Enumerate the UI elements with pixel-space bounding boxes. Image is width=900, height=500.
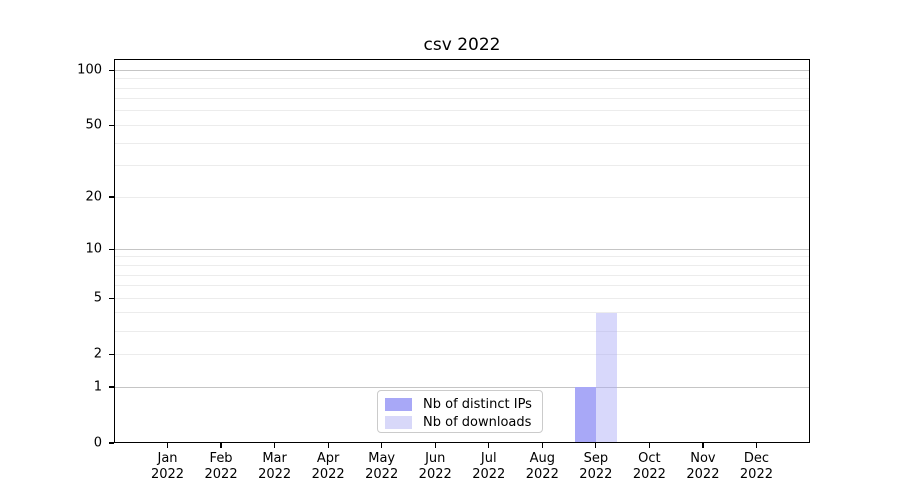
y-gridline-minor xyxy=(114,297,810,299)
y-gridline-minor xyxy=(114,165,810,167)
x-tick-label-year: 2022 xyxy=(739,467,773,482)
y-tick-label: 20 xyxy=(85,189,102,205)
x-tick-label-month: Jun xyxy=(425,451,446,466)
legend: Nb of distinct IPs Nb of downloads xyxy=(377,390,543,433)
x-tick-label-year: 2022 xyxy=(686,467,720,482)
x-tick xyxy=(166,443,169,448)
x-tick-label-year: 2022 xyxy=(258,467,292,482)
y-gridline-major xyxy=(114,386,810,388)
x-tick-label: Jun 2022 xyxy=(403,451,467,483)
x-tick-label-month: Jan xyxy=(157,451,178,466)
x-tick-label-month: Feb xyxy=(209,451,233,466)
x-tick-label-month: Oct xyxy=(638,451,661,466)
x-tick xyxy=(381,443,383,448)
y-tick xyxy=(109,248,114,250)
y-tick xyxy=(109,124,114,126)
y-tick xyxy=(109,297,114,299)
x-tick-label-month: Nov xyxy=(690,451,716,466)
x-tick-label: Nov 2022 xyxy=(671,451,735,483)
y-tick xyxy=(109,196,114,198)
x-tick-label-year: 2022 xyxy=(472,467,506,482)
y-tick xyxy=(109,386,114,388)
x-tick-label: Dec 2022 xyxy=(724,451,788,483)
plot-area: Nb of distinct IPs Nb of downloads xyxy=(114,59,810,443)
x-tick-label: May 2022 xyxy=(350,451,414,483)
x-tick-label-month: Apr xyxy=(316,451,340,466)
x-tick xyxy=(327,443,329,448)
y-gridline-minor xyxy=(114,196,810,198)
bar-nb-of-distinct-ips-sep-2022 xyxy=(574,387,596,443)
legend-item-distinct-ips: Nb of distinct IPs xyxy=(378,395,542,413)
x-tick-label: Jan 2022 xyxy=(136,451,200,483)
x-tick xyxy=(755,443,758,448)
x-tick-label: Oct 2022 xyxy=(617,451,681,483)
chart-title: csv 2022 xyxy=(423,35,501,55)
x-tick-label-month: Jul xyxy=(480,451,497,466)
y-gridline-minor xyxy=(114,142,810,144)
y-tick-label: 1 xyxy=(93,379,102,395)
x-tick-label: Feb 2022 xyxy=(189,451,253,483)
x-tick-label-month: Sep xyxy=(583,451,609,466)
y-tick xyxy=(109,353,114,355)
y-tick-label: 2 xyxy=(93,346,102,362)
y-tick-label: 10 xyxy=(85,241,102,257)
y-gridline-minor xyxy=(114,353,810,355)
legend-label-distinct-ips: Nb of distinct IPs xyxy=(423,396,532,412)
plot-frame xyxy=(114,59,810,443)
x-tick-label-year: 2022 xyxy=(204,467,238,482)
legend-item-downloads: Nb of downloads xyxy=(378,413,542,431)
y-gridline-minor xyxy=(114,285,810,287)
y-gridline-minor xyxy=(114,110,810,112)
x-tick-label: Apr 2022 xyxy=(296,451,360,483)
legend-label-downloads: Nb of downloads xyxy=(423,414,532,430)
x-tick-label-year: 2022 xyxy=(365,467,399,482)
y-gridline-minor xyxy=(114,256,810,258)
y-tick-label: 100 xyxy=(77,62,102,78)
x-tick-label: Aug 2022 xyxy=(510,451,574,483)
x-tick xyxy=(488,443,490,448)
y-gridline-minor xyxy=(114,78,810,80)
y-tick-label: 50 xyxy=(85,117,102,133)
x-tick-label-month: May xyxy=(368,451,396,466)
y-gridline-major xyxy=(114,248,810,250)
y-gridline-minor xyxy=(114,98,810,100)
x-tick-label-month: Aug xyxy=(529,451,555,466)
x-tick-label-year: 2022 xyxy=(150,467,185,482)
y-tick xyxy=(109,69,114,71)
bar-nb-of-downloads-sep-2022 xyxy=(595,312,617,443)
x-tick-label-month: Mar xyxy=(262,451,287,466)
x-tick xyxy=(274,443,276,448)
x-tick xyxy=(220,443,222,448)
y-tick xyxy=(109,442,114,444)
legend-swatch-downloads xyxy=(385,415,412,429)
x-tick xyxy=(434,443,436,448)
x-tick-label-year: 2022 xyxy=(311,467,345,482)
y-tick-label: 0 xyxy=(93,435,102,451)
x-tick xyxy=(541,443,543,448)
y-gridline-minor xyxy=(114,124,810,126)
x-tick-label: Sep 2022 xyxy=(564,451,628,483)
x-tick-label: Mar 2022 xyxy=(243,451,307,483)
x-tick-label-month: Dec xyxy=(743,451,770,466)
x-tick-label-year: 2022 xyxy=(632,467,666,482)
x-tick-label-year: 2022 xyxy=(525,467,559,482)
x-tick-label: Jul 2022 xyxy=(457,451,521,483)
y-gridline-major xyxy=(114,69,810,71)
x-tick-label-year: 2022 xyxy=(418,467,452,482)
x-tick-label-year: 2022 xyxy=(579,467,613,482)
y-gridline-minor xyxy=(114,274,810,276)
x-tick xyxy=(595,443,597,448)
legend-swatch-distinct-ips xyxy=(385,397,412,411)
y-gridline-minor xyxy=(114,312,810,314)
y-gridline-minor xyxy=(114,265,810,266)
x-tick xyxy=(648,443,650,448)
y-tick-label: 5 xyxy=(93,290,102,306)
y-gridline-minor xyxy=(114,330,810,332)
x-tick xyxy=(702,443,704,448)
y-gridline-minor xyxy=(114,87,810,89)
